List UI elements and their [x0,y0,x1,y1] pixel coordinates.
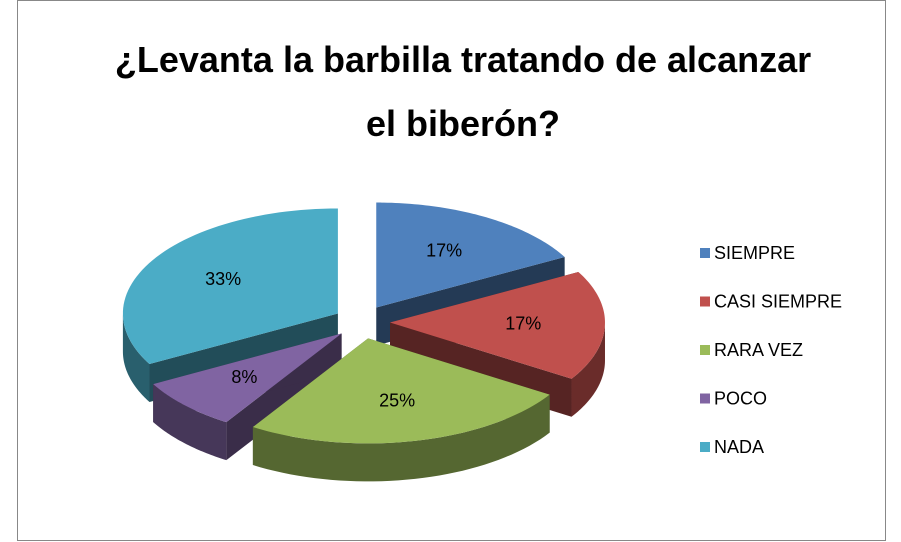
legend-label: SIEMPRE [714,243,795,263]
slice-top [389,271,605,379]
legend-swatch [700,393,710,404]
slice-top [153,333,342,423]
data-label: 33% [205,269,241,289]
legend-label: POCO [714,388,767,408]
data-label: 17% [505,313,541,333]
slice-rim [153,384,227,461]
legend-label: CASI SIEMPRE [714,291,842,311]
data-label: 17% [426,240,462,260]
legend-swatch [700,296,710,307]
slice-top [376,202,565,308]
slice-top [252,338,550,444]
slice [252,338,550,482]
legend-swatch [700,442,710,452]
legend-label: RARA VEZ [714,340,803,360]
data-label: 25% [379,391,415,411]
legend-swatch [700,248,710,258]
data-label: 8% [231,367,257,387]
slice-rim [571,322,605,417]
slice-rim [122,313,150,403]
chart-title: ¿Levanta la barbilla tratando de alcanza… [114,39,812,144]
legend-swatch [700,345,710,355]
slice-top [122,208,338,365]
slice-rim [252,394,550,482]
legend-label: NADA [714,437,764,457]
